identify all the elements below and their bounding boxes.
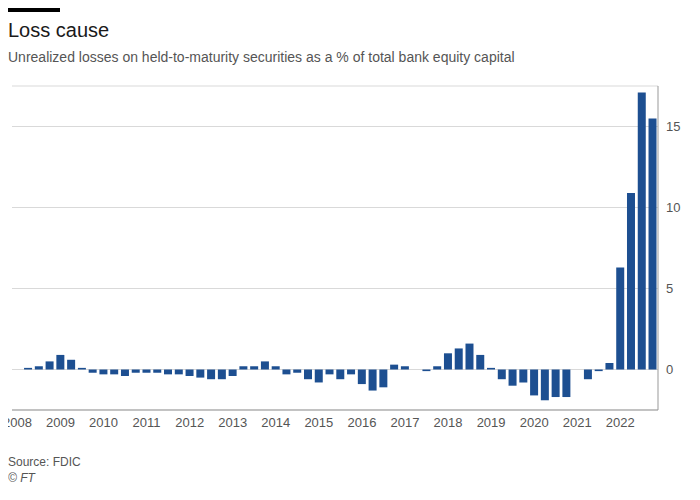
svg-text:10: 10 (666, 200, 680, 215)
svg-text:2009: 2009 (46, 415, 75, 430)
svg-text:0: 0 (666, 362, 673, 377)
svg-text:2017: 2017 (391, 415, 420, 430)
svg-text:2019: 2019 (477, 415, 506, 430)
svg-text:2022: 2022 (606, 415, 635, 430)
svg-text:2018: 2018 (434, 415, 463, 430)
svg-text:15: 15 (666, 119, 680, 134)
svg-text:2015: 2015 (304, 415, 333, 430)
svg-text:5: 5 (666, 281, 673, 296)
svg-text:2014: 2014 (261, 415, 290, 430)
svg-text:2021: 2021 (563, 415, 592, 430)
svg-text:2016: 2016 (347, 415, 376, 430)
svg-text:2020: 2020 (520, 415, 549, 430)
svg-text:2013: 2013 (218, 415, 247, 430)
svg-text:2008: 2008 (8, 415, 32, 430)
svg-text:2011: 2011 (133, 415, 161, 430)
html-text:Unrealized losses on held-to-m: Unrealized losses on held-to-maturity se… (8, 49, 515, 65)
html-text:Source: FDIC: Source: FDIC (8, 455, 81, 469)
html-text:© FT: © FT (8, 471, 35, 485)
svg-text:2010: 2010 (89, 415, 118, 430)
svg-text:2012: 2012 (175, 415, 204, 430)
html-text:Loss cause: Loss cause (8, 19, 110, 41)
